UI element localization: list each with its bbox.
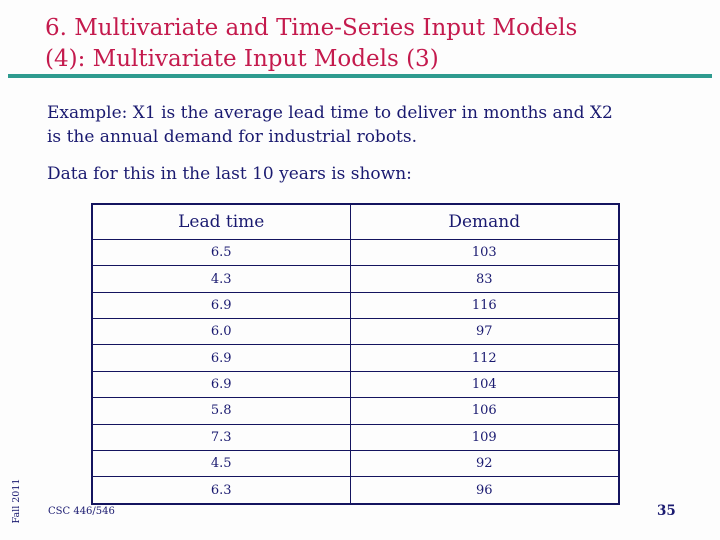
lead-time-value: 6.9 bbox=[91, 291, 351, 320]
demand-value: 96 bbox=[349, 476, 620, 505]
table-row: 6.9 104 bbox=[91, 370, 620, 399]
page-number: 35 bbox=[657, 503, 676, 519]
header-lead-time: Lead time bbox=[91, 203, 351, 240]
data-table-container: Lead time Demand 6.5 103 4.3 83 6.9 116 … bbox=[91, 203, 620, 505]
demand-value: 92 bbox=[349, 449, 620, 478]
lead-time-value: 6.9 bbox=[91, 344, 351, 372]
example-paragraph-line-2: is the annual demand for industrial robo… bbox=[47, 127, 418, 147]
demand-value: 104 bbox=[349, 370, 620, 399]
demand-value: 109 bbox=[349, 423, 620, 451]
table-row: 6.5 103 bbox=[91, 238, 620, 267]
title-underline-rule bbox=[8, 74, 712, 78]
lead-time-value: 5.8 bbox=[91, 397, 351, 425]
demand-value: 103 bbox=[349, 238, 620, 267]
slide-title-line-1: 6. Multivariate and Time-Series Input Mo… bbox=[45, 15, 578, 41]
demand-value: 112 bbox=[349, 344, 620, 372]
data-intro-line: Data for this in the last 10 years is sh… bbox=[47, 164, 412, 184]
example-paragraph: Example: X1 is the average lead time to … bbox=[47, 101, 687, 149]
table-row: 4.3 83 bbox=[91, 265, 620, 293]
demand-value: 116 bbox=[349, 291, 620, 320]
footer-course-label: CSC 446/546 bbox=[48, 506, 115, 517]
table-row: 7.3 109 bbox=[91, 423, 620, 451]
example-paragraph-line-1: Example: X1 is the average lead time to … bbox=[47, 103, 613, 123]
lead-time-value: 7.3 bbox=[91, 423, 351, 451]
footer-semester-label: Fall 2011 bbox=[11, 478, 22, 524]
table-header-row: Lead time Demand bbox=[91, 203, 620, 240]
demand-value: 106 bbox=[349, 397, 620, 425]
table-row: 6.9 112 bbox=[91, 344, 620, 372]
lead-time-value: 6.5 bbox=[91, 238, 351, 267]
lead-time-value: 4.3 bbox=[91, 265, 351, 293]
table-row: 6.0 97 bbox=[91, 318, 620, 346]
table-row: 6.3 96 bbox=[91, 476, 620, 505]
demand-value: 83 bbox=[349, 265, 620, 293]
demand-value: 97 bbox=[349, 318, 620, 346]
table-row: 6.9 116 bbox=[91, 291, 620, 320]
data-intro-paragraph: Data for this in the last 10 years is sh… bbox=[47, 162, 687, 186]
table-row: 5.8 106 bbox=[91, 397, 620, 425]
lead-time-value: 6.0 bbox=[91, 318, 351, 346]
slide-title-line-2: (4): Multivariate Input Models (3) bbox=[45, 46, 439, 72]
table-row: 4.5 92 bbox=[91, 449, 620, 478]
lead-time-demand-table: Lead time Demand 6.5 103 4.3 83 6.9 116 … bbox=[91, 203, 620, 505]
slide-title: 6. Multivariate and Time-Series Input Mo… bbox=[45, 13, 710, 75]
lead-time-value: 6.9 bbox=[91, 370, 351, 399]
header-demand: Demand bbox=[349, 203, 620, 240]
lead-time-value: 4.5 bbox=[91, 449, 351, 478]
lead-time-value: 6.3 bbox=[91, 476, 351, 505]
